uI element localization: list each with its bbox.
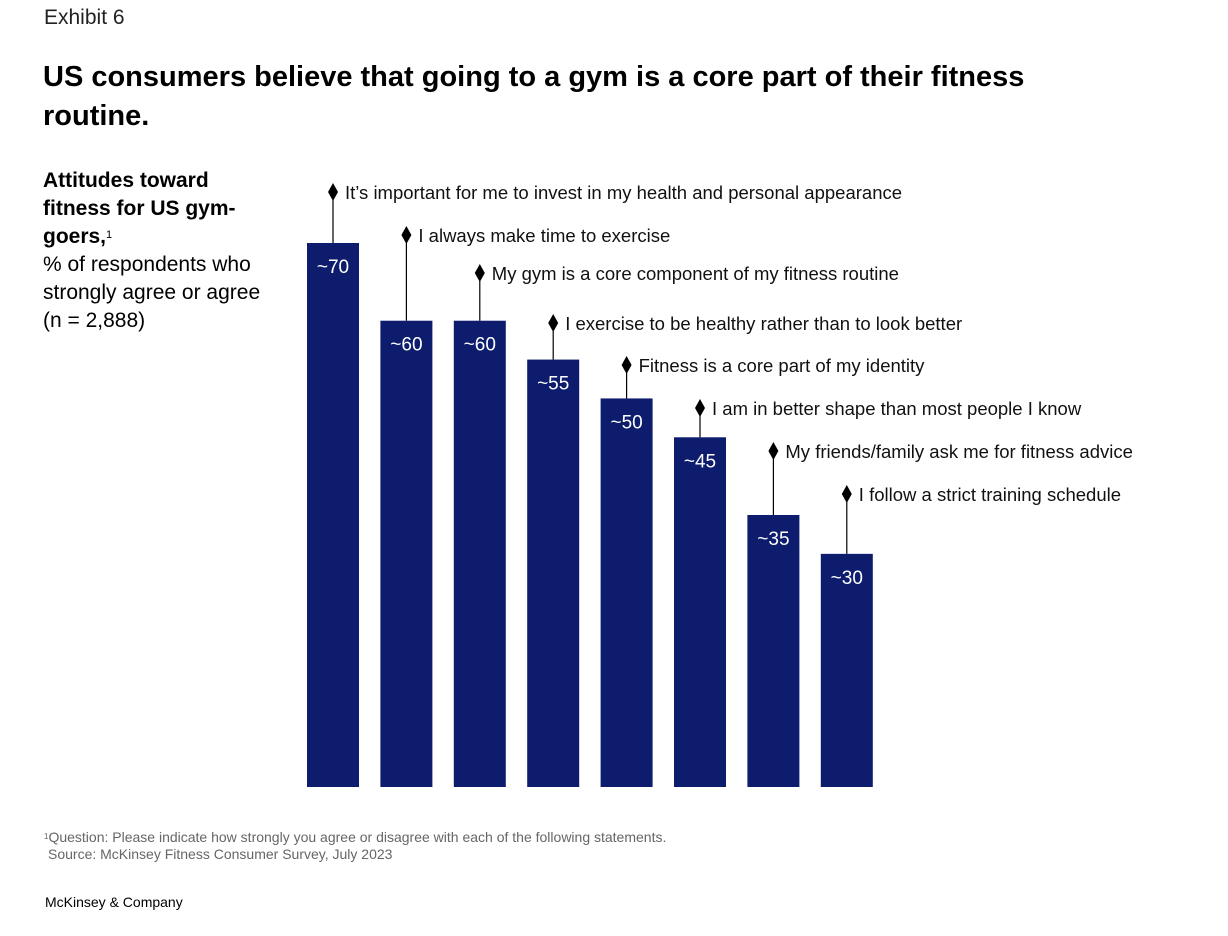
- bar: [600, 398, 653, 787]
- bar-value-label: ~35: [757, 529, 789, 550]
- footnote-text: Question: Please indicate how strongly y…: [48, 829, 667, 845]
- bar: [747, 515, 800, 787]
- bar: [820, 553, 873, 787]
- bar-value-label: ~70: [317, 257, 349, 278]
- chart-subtitle: Attitudes toward fitness for US gym-goer…: [43, 167, 263, 335]
- footnote: 1Question: Please indicate how strongly …: [44, 828, 666, 846]
- diamond-marker-icon: [328, 183, 338, 201]
- bar: [453, 320, 506, 787]
- brand-logo-text: McKinsey & Company: [45, 894, 183, 910]
- bar-value-label: ~30: [831, 568, 863, 589]
- category-label: My friends/family ask me for fitness adv…: [785, 441, 1133, 462]
- subtitle-bold: Attitudes toward fitness for US gym-goer…: [43, 169, 236, 248]
- chart-title: US consumers believe that going to a gym…: [43, 61, 1025, 132]
- bar: [307, 243, 359, 787]
- bar-value-label: ~55: [537, 374, 569, 395]
- bar-value-label: ~45: [684, 451, 716, 472]
- category-label: Fitness is a core part of my identity: [639, 355, 926, 376]
- diamond-marker-icon: [621, 356, 632, 374]
- category-label: I exercise to be healthy rather than to …: [565, 313, 962, 334]
- diamond-marker-icon: [841, 485, 852, 503]
- diamond-marker-icon: [474, 264, 485, 282]
- category-label: I always make time to exercise: [418, 225, 670, 246]
- category-label: I follow a strict training schedule: [859, 484, 1121, 505]
- bar-value-label: ~50: [610, 412, 642, 433]
- diamond-marker-icon: [695, 399, 705, 417]
- subtitle-unit: % of respondents who strongly agree or a…: [43, 253, 261, 332]
- diamond-marker-icon: [768, 442, 779, 460]
- diamond-marker-icon: [548, 314, 559, 332]
- footnote-marker: 1: [44, 832, 49, 841]
- bar: [527, 359, 580, 787]
- bar-value-label: ~60: [390, 335, 422, 356]
- diamond-marker-icon: [401, 226, 412, 244]
- exhibit-label: Exhibit 6: [44, 6, 125, 29]
- category-label: It’s important for me to invest in my he…: [345, 182, 902, 203]
- source-note: Source: McKinsey Fitness Consumer Survey…: [48, 846, 393, 862]
- category-label: My gym is a core component of my fitness…: [492, 263, 899, 284]
- category-label: I am in better shape than most people I …: [712, 398, 1082, 419]
- bar: [674, 437, 726, 787]
- bar-value-label: ~60: [464, 335, 496, 356]
- bar: [380, 320, 433, 787]
- subtitle-footnote-marker: 1: [106, 229, 113, 241]
